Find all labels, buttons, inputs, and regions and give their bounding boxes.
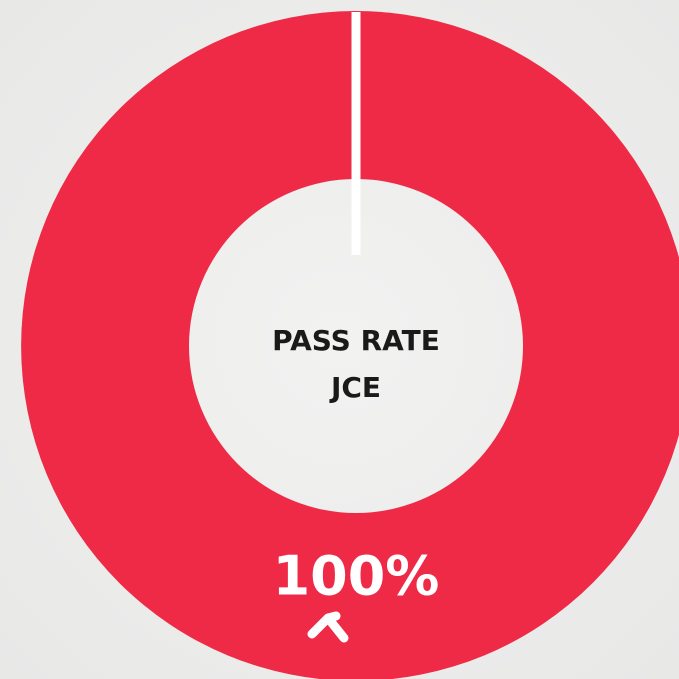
value-label: 100%: [273, 545, 440, 608]
arrow-icon: [307, 611, 349, 643]
slice: [21, 11, 679, 679]
donut: [21, 11, 679, 679]
center-label: JCE: [329, 371, 381, 404]
center-label: PASS RATE: [272, 324, 440, 357]
